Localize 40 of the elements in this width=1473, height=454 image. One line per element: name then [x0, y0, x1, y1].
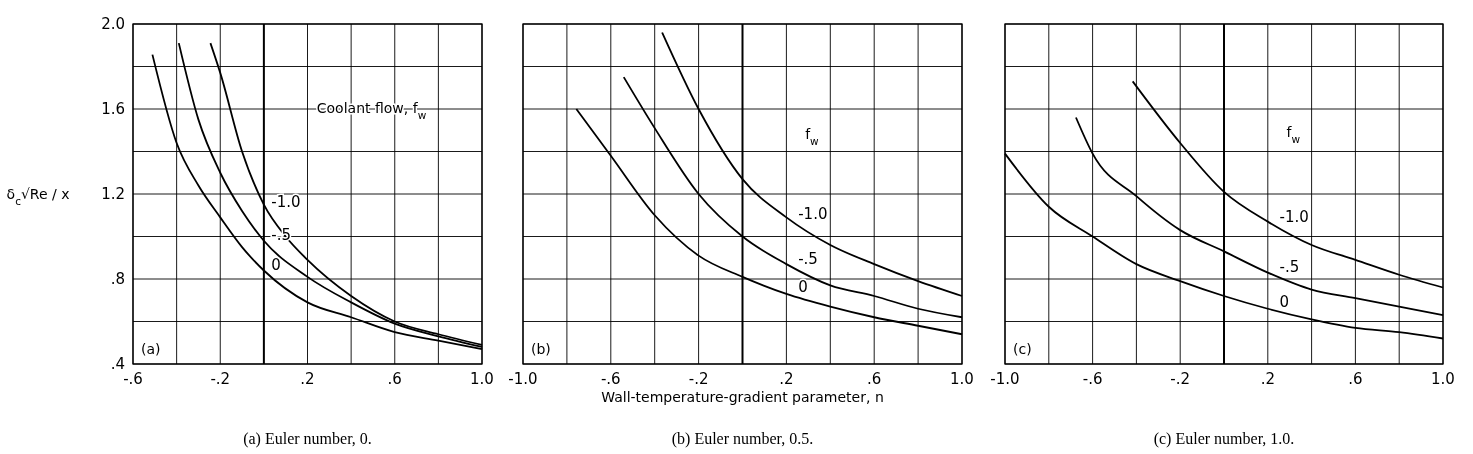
x-tick-label: -1.0 — [990, 370, 1020, 388]
x-tick-label: -.2 — [1170, 370, 1191, 388]
x-tick-label: -1.0 — [508, 370, 538, 388]
y-tick-label: 1.6 — [101, 100, 125, 118]
text: (c) Euler number, 1.0. — [1153, 430, 1295, 448]
annotation: (b) — [531, 341, 551, 357]
legend-title: f$_{w}$ — [805, 125, 820, 147]
series-label: 0 — [271, 255, 281, 274]
annotation: (c) — [1013, 341, 1032, 357]
text: (a) Euler number, 0. — [243, 430, 372, 448]
text: (b) Euler number, 0.5. — [671, 430, 814, 448]
x-tick-label: 1.0 — [470, 370, 494, 388]
series-label: -.5 — [798, 250, 818, 269]
series-label: -1.0 — [1279, 208, 1309, 227]
y-tick-label: .4 — [110, 355, 125, 373]
x-tick-label: .6 — [1348, 370, 1363, 388]
x-tick-label: .6 — [387, 370, 402, 388]
x-tick-label: -.2 — [688, 370, 709, 388]
y-tick-label: 1.2 — [101, 185, 125, 203]
series-label: 0 — [798, 278, 808, 297]
x-tick-label: -.6 — [600, 370, 621, 388]
annotation: (a) — [141, 341, 161, 357]
x-tick-label: .2 — [1260, 370, 1275, 388]
x-tick-label: -.6 — [1082, 370, 1103, 388]
legend-title: f$_{w}$ — [1286, 123, 1301, 145]
x-tick-label: .2 — [779, 370, 794, 388]
series-label: -.5 — [1279, 258, 1300, 277]
x-tick-label: .2 — [300, 370, 315, 388]
y-axis-title: δ$_{c}$√Re / x — [6, 186, 70, 207]
y-tick-label: .8 — [110, 270, 125, 288]
x-tick-label: 1.0 — [950, 370, 974, 388]
x-tick-label: -.2 — [210, 370, 231, 388]
x-tick-label: 1.0 — [1431, 370, 1455, 388]
y-tick-label: 2.0 — [101, 15, 125, 33]
series-label: -1.0 — [798, 204, 828, 223]
x-tick-label: -.6 — [123, 370, 143, 388]
series-label: -1.0 — [271, 193, 301, 211]
x-tick-label: .6 — [867, 370, 882, 388]
x-axis-title: Wall-temperature-gradient parameter, n — [601, 389, 884, 405]
series-label: 0 — [1279, 292, 1290, 311]
